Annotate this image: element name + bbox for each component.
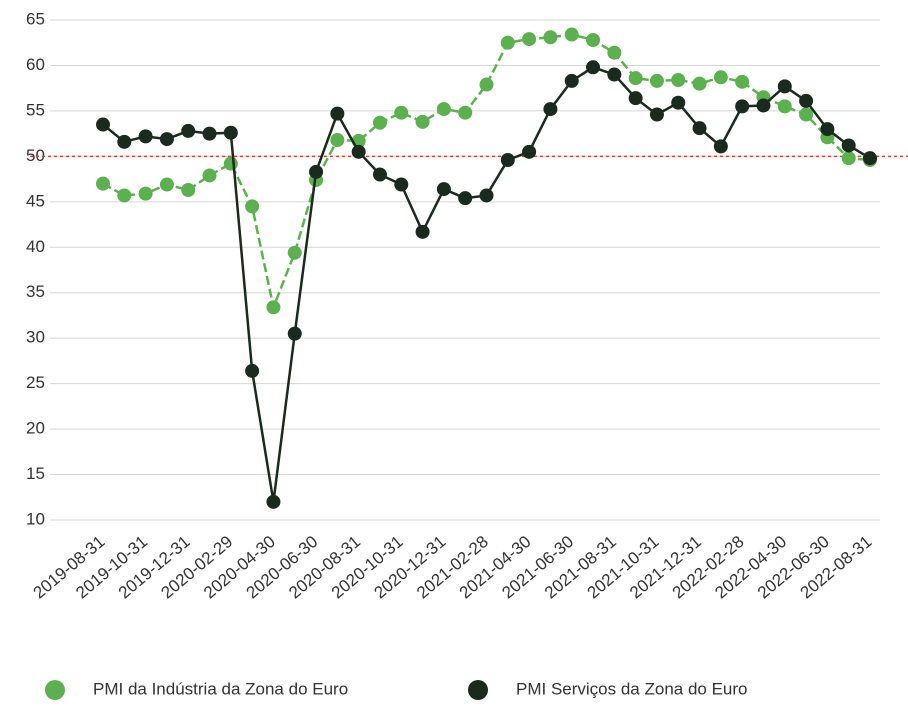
point (777, 79, 792, 94)
legend-marker (468, 680, 488, 700)
point (692, 76, 707, 91)
point (351, 144, 366, 159)
legend-label: PMI Serviços da Zona do Euro (516, 679, 748, 698)
point (799, 107, 814, 122)
point (415, 114, 430, 129)
point (735, 99, 750, 114)
point (649, 73, 664, 88)
point (586, 60, 601, 75)
point (202, 168, 217, 183)
y-tick-label: 20 (26, 419, 45, 438)
point (117, 134, 132, 149)
point (713, 139, 728, 154)
legend-label: PMI da Indústria da Zona do Euro (93, 679, 348, 698)
point (181, 123, 196, 138)
y-tick-label: 65 (26, 9, 45, 28)
point (500, 35, 515, 50)
point (607, 67, 622, 82)
point (138, 186, 153, 201)
y-tick-label: 45 (26, 191, 45, 210)
point (159, 177, 174, 192)
y-tick-label: 35 (26, 282, 45, 301)
point (543, 30, 558, 45)
y-tick-label: 30 (26, 328, 45, 347)
point (628, 91, 643, 106)
y-tick-label: 15 (26, 464, 45, 483)
point (649, 107, 664, 122)
point (479, 77, 494, 92)
point (607, 45, 622, 60)
point (522, 144, 537, 159)
series-line (102, 65, 871, 503)
point (245, 199, 260, 214)
point (841, 138, 856, 153)
point (138, 129, 153, 144)
y-tick-label: 10 (26, 509, 45, 528)
point (820, 122, 835, 137)
point (586, 33, 601, 47)
y-tick-label: 50 (26, 146, 45, 165)
point (223, 156, 238, 171)
point (287, 326, 302, 341)
point (564, 73, 579, 88)
point (564, 27, 579, 42)
legend-marker (45, 680, 65, 700)
point (372, 115, 387, 130)
point (309, 164, 324, 179)
point (202, 126, 217, 141)
point (245, 363, 260, 378)
point (735, 74, 750, 89)
series-line (102, 33, 871, 312)
point (415, 224, 430, 239)
point (628, 71, 643, 86)
point (756, 98, 771, 113)
point (799, 93, 814, 108)
point (500, 153, 515, 167)
y-tick-label: 40 (26, 237, 45, 256)
point (394, 177, 409, 192)
point (330, 133, 345, 147)
point (713, 70, 728, 85)
point (287, 245, 302, 260)
point (863, 151, 877, 166)
point (117, 188, 132, 203)
point (266, 494, 281, 509)
point (692, 121, 707, 136)
y-tick-label: 25 (26, 373, 45, 392)
point (96, 176, 110, 191)
point (372, 167, 387, 182)
point (543, 102, 558, 117)
point (330, 106, 345, 121)
point (458, 191, 473, 206)
point (479, 188, 494, 203)
point (96, 117, 110, 132)
point (181, 183, 196, 197)
y-tick-label: 60 (26, 55, 45, 74)
point (671, 73, 686, 87)
point (266, 300, 281, 315)
y-tick-label: 55 (26, 100, 45, 119)
point (223, 125, 238, 140)
point (458, 105, 473, 120)
point (436, 182, 451, 197)
point (159, 132, 174, 147)
point (522, 32, 537, 47)
point (671, 95, 686, 110)
point (394, 105, 409, 120)
point (841, 151, 856, 166)
point (777, 99, 792, 114)
point (436, 102, 451, 117)
